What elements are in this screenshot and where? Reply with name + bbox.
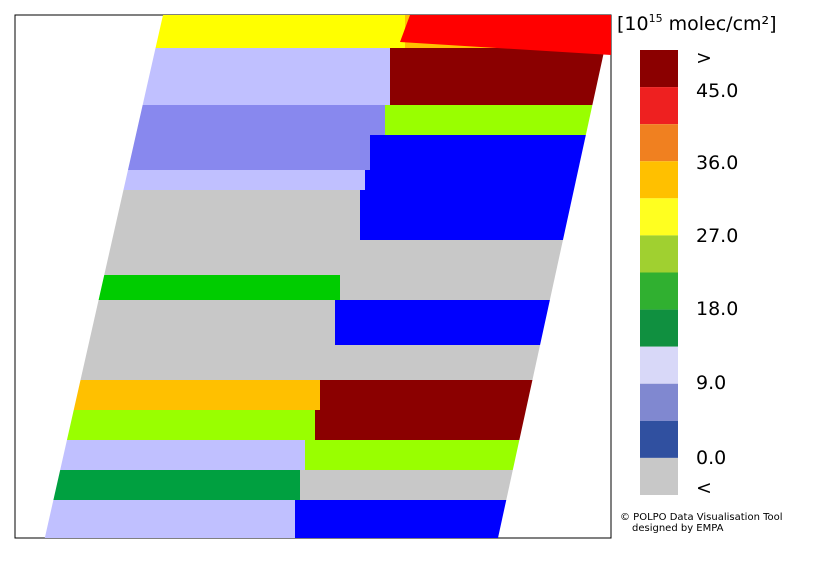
legend-title-part: [10 (617, 13, 649, 35)
swath-cell (305, 440, 520, 470)
legend-title-part: molec/cm²] (663, 13, 777, 35)
colorbar-label: < (696, 477, 712, 499)
colorbar-label: 36.0 (696, 152, 738, 174)
colorbar-swatch (640, 309, 678, 347)
swath-cell (88, 300, 335, 345)
colorbar-label: 45.0 (696, 80, 738, 102)
swath-cell (155, 15, 405, 48)
colorbar-swatch (640, 272, 678, 310)
colorbar: >45.0 36.0 27.0 18.0 9.0 0.0 < (640, 47, 738, 499)
legend-title-sup: 15 (649, 12, 663, 25)
colorbar-label: 18.0 (696, 298, 738, 320)
colorbar-swatch (640, 420, 678, 458)
swath-cell (385, 105, 593, 135)
colorbar-swatch (640, 457, 678, 495)
swath-cell (123, 170, 365, 190)
colorbar-swatch (640, 198, 678, 236)
colorbar-swatch (640, 161, 678, 199)
swath-cell (400, 15, 611, 55)
swath-cell (340, 275, 556, 300)
swath-cell (104, 240, 563, 275)
swath-cell (315, 410, 526, 440)
colorbar-swatch (640, 124, 678, 162)
swath-cell (73, 380, 320, 410)
credit-line: © POLPO Data Visualisation Tool (620, 512, 783, 523)
colorbar-swatch (640, 50, 678, 88)
colorbar-swatch (640, 383, 678, 421)
satellite-swath (44, 15, 611, 538)
swath-cell (320, 380, 533, 410)
swath-cell (335, 300, 550, 345)
swath-cell (300, 470, 513, 500)
colorbar-label: > (696, 47, 712, 69)
swath-cell (98, 275, 340, 300)
swath-cell (295, 500, 507, 538)
swath-cell (112, 190, 361, 240)
swath-cell (66, 410, 315, 440)
colorbar-swatch (640, 346, 678, 384)
colorbar-swatch (640, 87, 678, 125)
swath-cell (127, 135, 370, 170)
colorbar-label: 27.0 (696, 225, 738, 247)
colorbar-label: 9.0 (696, 372, 726, 394)
swath-cell (60, 440, 305, 470)
legend-title: [1015 molec/cm²] (617, 12, 777, 35)
colorbar-swatch (640, 235, 678, 273)
swath-cell (142, 48, 390, 105)
swath-cell (390, 48, 605, 105)
swath-cell (360, 190, 574, 240)
swath-cell (44, 500, 295, 538)
swath-cell (80, 345, 541, 380)
swath-cell (53, 470, 300, 500)
credit-line: designed by EMPA (632, 523, 724, 534)
swath-cell (365, 170, 579, 190)
colorbar-label: 0.0 (696, 447, 726, 469)
swath-cell (370, 135, 586, 170)
swath-cell (135, 105, 385, 135)
